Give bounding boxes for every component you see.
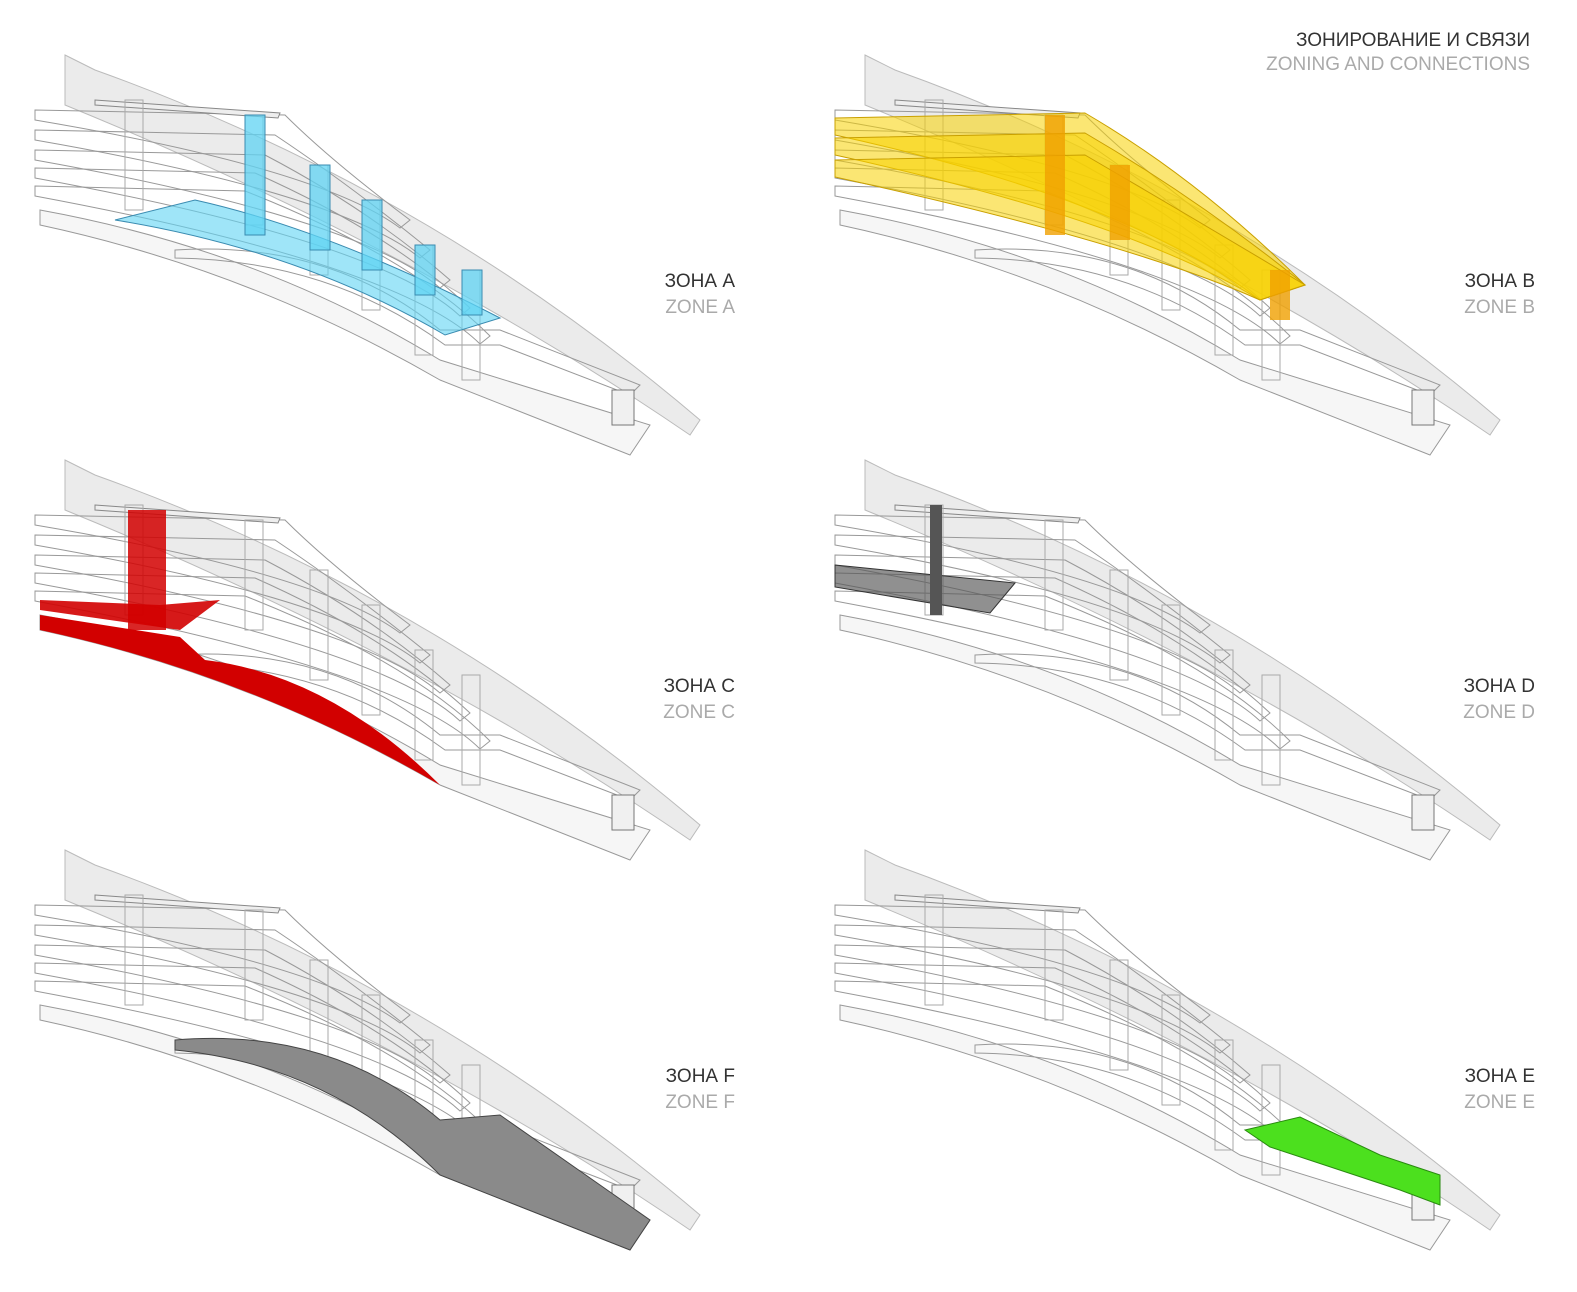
stair-box [611,389,635,426]
shell [64,849,701,1231]
column [124,894,144,1006]
column [1161,604,1181,716]
panel: ЗОНА A ZONE A [34,54,736,456]
column [244,909,264,1021]
zone-label-en: ZONE E [1464,1092,1535,1113]
zone-tower [1110,165,1130,240]
column [1109,959,1129,1071]
zone-label-ru: ЗОНА D [1464,676,1535,697]
panel: ЗОНА D ZONE D [834,459,1535,861]
column [1214,1039,1234,1151]
zone-floor [834,154,1307,301]
bridge [894,894,1081,914]
zone-tower [1045,115,1065,235]
ground-slab [839,209,1451,456]
floor-slab [834,962,1271,1112]
column [414,649,434,761]
zone-tower [244,114,266,236]
zone-label-ru: ЗОНА F [666,1066,735,1087]
ground-slab [839,1004,1451,1251]
column [1109,569,1129,681]
zone-tower [128,510,166,630]
floor-slab [34,924,431,1054]
zone-label-ru: ЗОНА E [1465,1066,1535,1087]
column [361,604,381,716]
column [124,99,144,211]
column [1214,649,1234,761]
zone-floor [1243,1116,1441,1206]
floor-slab [34,904,411,1024]
bridge [94,504,281,524]
zone-label-en: ZONE D [1463,702,1535,723]
shell [64,459,701,841]
floor-slab [34,534,431,664]
column [309,569,329,681]
panel: ЗОНА B ZONE B [834,54,1535,456]
column [1261,674,1281,786]
floor-slab [34,962,471,1112]
column [924,894,944,1006]
floor-slab [834,534,1231,664]
stair-box [1411,794,1435,831]
ground-slab [39,209,651,456]
zone-label-en: ZONE B [1464,297,1535,318]
floor-slab [834,514,1211,634]
column [1261,1064,1281,1176]
zone-floor [174,1037,651,1251]
zone-label-ru: ЗОНА B [1465,271,1535,292]
zone-floor [834,564,1016,614]
zone-tower [309,164,331,251]
column [244,519,264,631]
floor-slab [834,572,1271,722]
zone-label-en: ZONE C [663,702,735,723]
floor-slab [834,590,1291,750]
zone-label-en: ZONE A [665,297,735,318]
floor-slab [834,924,1231,1054]
panel: ЗОНА E ZONE E [834,849,1535,1251]
column [1161,994,1181,1106]
ground-slab [839,614,1451,861]
bridge [94,99,281,119]
subtitle: ZONING AND CONNECTIONS [1266,54,1530,75]
zone-label-ru: ЗОНА C [664,676,735,697]
shell [864,459,1501,841]
zone-tower [1270,270,1290,320]
column [461,674,481,786]
shell [864,849,1501,1231]
column [1044,519,1064,631]
title: ЗОНИРОВАНИЕ И СВЯЗИ [1296,30,1530,51]
zone-label-en: ZONE F [665,1092,735,1113]
zone-tower [361,199,383,271]
stair-box [611,794,635,831]
zone-tower [461,269,483,316]
bridge [94,894,281,914]
zone-floor [40,615,440,785]
panel: ЗОНА F ZONE F [34,849,735,1251]
floor-slab [34,590,491,750]
column [1044,909,1064,1021]
floor-slab [834,904,1211,1024]
stair-box [1411,389,1435,426]
zone-floor [114,199,502,336]
zone-tower [930,505,942,615]
panel: ЗОНА C ZONE C [34,459,735,861]
zone-label-ru: ЗОНА A [665,271,736,292]
zone-tower [414,244,436,296]
